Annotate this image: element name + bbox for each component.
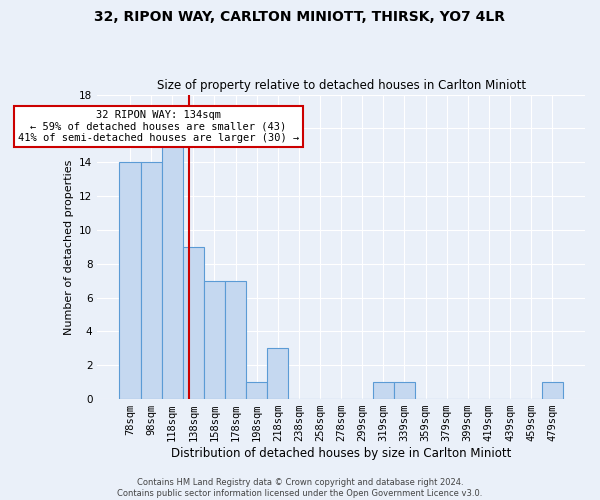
- Text: 32, RIPON WAY, CARLTON MINIOTT, THIRSK, YO7 4LR: 32, RIPON WAY, CARLTON MINIOTT, THIRSK, …: [95, 10, 505, 24]
- Bar: [394, 382, 415, 399]
- Bar: [204, 280, 225, 399]
- Bar: [140, 162, 161, 399]
- Bar: [161, 146, 183, 399]
- Bar: [225, 280, 246, 399]
- Bar: [119, 162, 140, 399]
- Bar: [267, 348, 289, 399]
- Bar: [542, 382, 563, 399]
- Text: 32 RIPON WAY: 134sqm
← 59% of detached houses are smaller (43)
41% of semi-detac: 32 RIPON WAY: 134sqm ← 59% of detached h…: [18, 110, 299, 143]
- Bar: [246, 382, 267, 399]
- Bar: [373, 382, 394, 399]
- Bar: [183, 247, 204, 399]
- X-axis label: Distribution of detached houses by size in Carlton Miniott: Distribution of detached houses by size …: [171, 447, 511, 460]
- Title: Size of property relative to detached houses in Carlton Miniott: Size of property relative to detached ho…: [157, 79, 526, 92]
- Text: Contains HM Land Registry data © Crown copyright and database right 2024.
Contai: Contains HM Land Registry data © Crown c…: [118, 478, 482, 498]
- Y-axis label: Number of detached properties: Number of detached properties: [64, 159, 74, 334]
